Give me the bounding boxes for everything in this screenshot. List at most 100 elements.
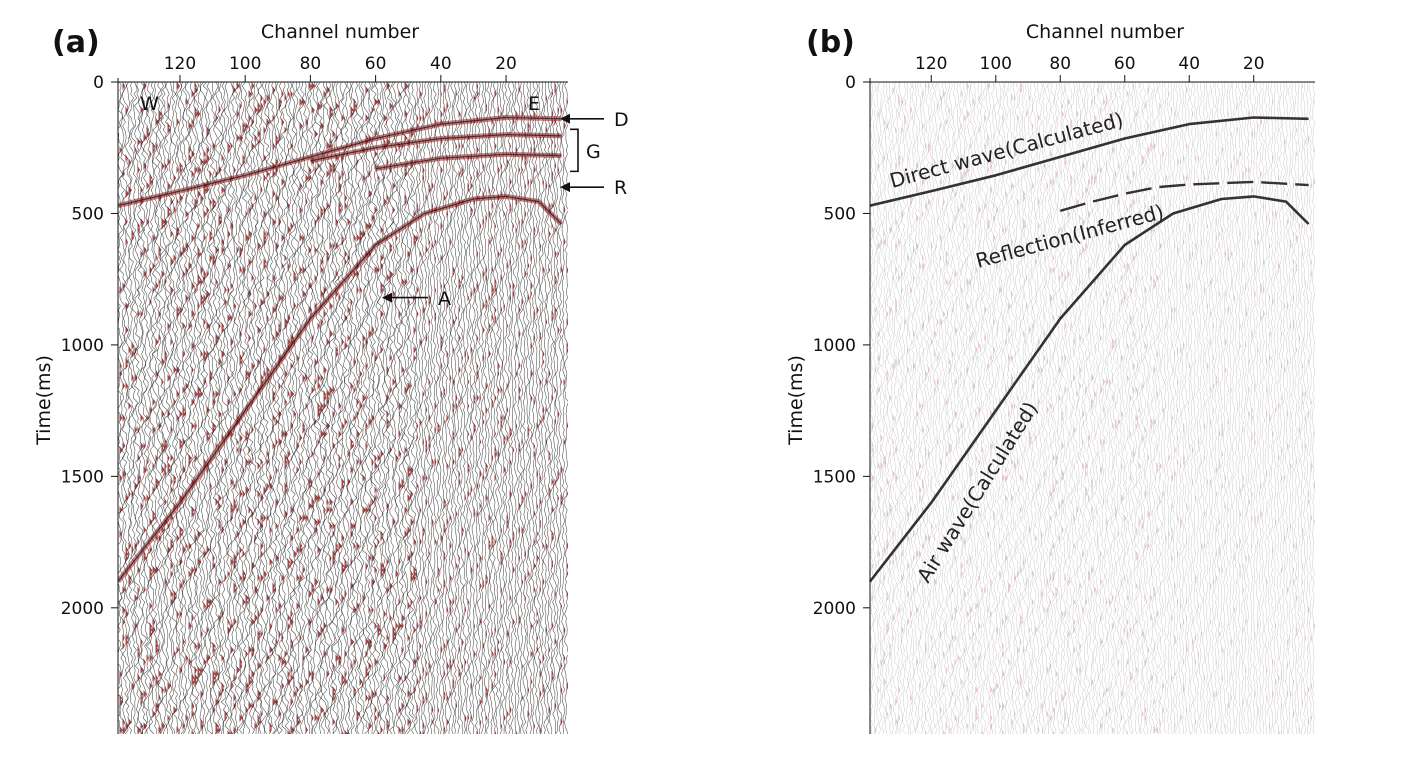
seismic-trace [1184, 82, 1188, 734]
trace-positive-fill [1224, 202, 1227, 730]
trace-positive-fill [374, 98, 378, 722]
panel-b-y-axis-title: Time(ms) [785, 355, 807, 446]
trace-positive-fill [416, 114, 419, 714]
trace-positive-fill [317, 102, 321, 722]
seismic-trace [1267, 82, 1271, 734]
seismic-trace [1264, 82, 1268, 734]
seismic-trace [564, 82, 568, 734]
seismic-trace [1237, 82, 1242, 734]
seismic-trace [446, 82, 452, 734]
panel-a: 120 100 80 60 40 20 0 500 1000 1500 2000 (a) Chann… [33, 21, 629, 734]
seismic-trace [525, 82, 530, 734]
seismic-trace [1085, 82, 1091, 734]
seismic-trace [1305, 82, 1310, 734]
trace-positive-fill [901, 98, 904, 634]
trace-positive-fill [1034, 258, 1037, 634]
trace-positive-fill [551, 90, 554, 682]
seismic-trace [271, 82, 280, 734]
seismic-trace [510, 82, 515, 734]
seismic-trace [910, 82, 916, 734]
trace-positive-fill [509, 142, 512, 714]
seismic-trace [1106, 82, 1112, 734]
trace-positive-fill [131, 230, 135, 690]
seismic-trace [1079, 82, 1085, 734]
trace-positive-fill [266, 94, 270, 662]
y-tick-label: 500 [72, 204, 104, 224]
y-tick-label: 500 [824, 204, 856, 224]
trace-positive-fill [278, 98, 282, 718]
x-tick-label: 20 [1243, 54, 1265, 74]
seismic-trace [1216, 82, 1221, 734]
trace-positive-fill [1120, 214, 1124, 722]
trace-positive-fill [272, 86, 276, 706]
seismic-trace [164, 82, 172, 734]
trace-positive-fill [326, 86, 330, 678]
trace-positive-fill [1064, 154, 1067, 722]
seismic-trace [155, 82, 163, 734]
trace-positive-fill [1257, 122, 1259, 718]
seismic-trace [498, 82, 503, 734]
seismic-trace [409, 82, 418, 734]
seismic-trace [149, 82, 157, 734]
seismic-trace [1213, 82, 1218, 734]
seismic-trace [423, 82, 428, 734]
trace-positive-fill [425, 110, 428, 702]
trace-positive-fill [128, 158, 132, 726]
seismic-trace [555, 82, 560, 734]
trace-positive-fill [431, 146, 434, 726]
seismic-trace [326, 82, 334, 734]
seismic-trace [886, 82, 893, 734]
trace-positive-fill [1254, 130, 1256, 698]
trace-positive-fill [892, 86, 895, 642]
seismic-trace [945, 82, 952, 734]
panel-a-overlay [382, 113, 604, 303]
trace-positive-fill [1177, 158, 1179, 606]
seismic-trace [948, 82, 955, 734]
trace-positive-fill [1215, 130, 1218, 698]
trace-positive-fill [1049, 150, 1052, 722]
x-tick-label: 100 [229, 54, 261, 74]
seismic-trace [1255, 82, 1260, 734]
trace-positive-fill [1186, 86, 1188, 714]
seismic-trace [1181, 82, 1185, 734]
seismic-trace [999, 82, 1005, 734]
seismic-trace [223, 82, 232, 734]
seismic-trace [1201, 82, 1206, 734]
seismic-trace [1175, 82, 1179, 734]
trace-positive-fill [981, 446, 984, 734]
seismic-trace [1186, 82, 1191, 734]
x-tick-label: 100 [980, 54, 1012, 74]
seismic-trace [328, 82, 336, 734]
seismic-trace [1008, 82, 1014, 734]
seismic-trace [1076, 82, 1082, 734]
trace-positive-fill [434, 118, 437, 606]
trace-positive-fill [1144, 102, 1147, 722]
trace-positive-fill [281, 90, 285, 690]
trace-positive-fill [1272, 98, 1274, 698]
seismic-trace [443, 82, 449, 734]
seismic-trace [1025, 82, 1032, 734]
seismic-trace [870, 82, 875, 734]
seismic-trace [1249, 82, 1254, 734]
trace-positive-fill [1260, 114, 1262, 518]
seismic-trace [434, 82, 440, 734]
y-tick-label: 2000 [813, 599, 856, 619]
seismic-trace [349, 82, 358, 734]
seismic-trace [1011, 82, 1017, 734]
seismic-trace [1064, 82, 1071, 734]
seismic-trace [978, 82, 984, 734]
y-tick-label: 0 [93, 73, 104, 93]
seismic-trace [1029, 82, 1035, 734]
seismic-trace [1231, 82, 1236, 734]
y-tick-label: 2000 [61, 599, 104, 619]
seismic-trace [124, 82, 133, 734]
seismic-trace [289, 82, 297, 734]
seismic-trace [531, 82, 536, 734]
trace-positive-fill [1013, 94, 1017, 718]
seismic-trace [984, 82, 990, 734]
seismic-trace [220, 82, 229, 734]
trace-positive-fill [323, 90, 327, 718]
seismic-trace [1120, 82, 1127, 734]
seismic-trace [975, 82, 981, 734]
arrow-d-head [560, 113, 570, 124]
